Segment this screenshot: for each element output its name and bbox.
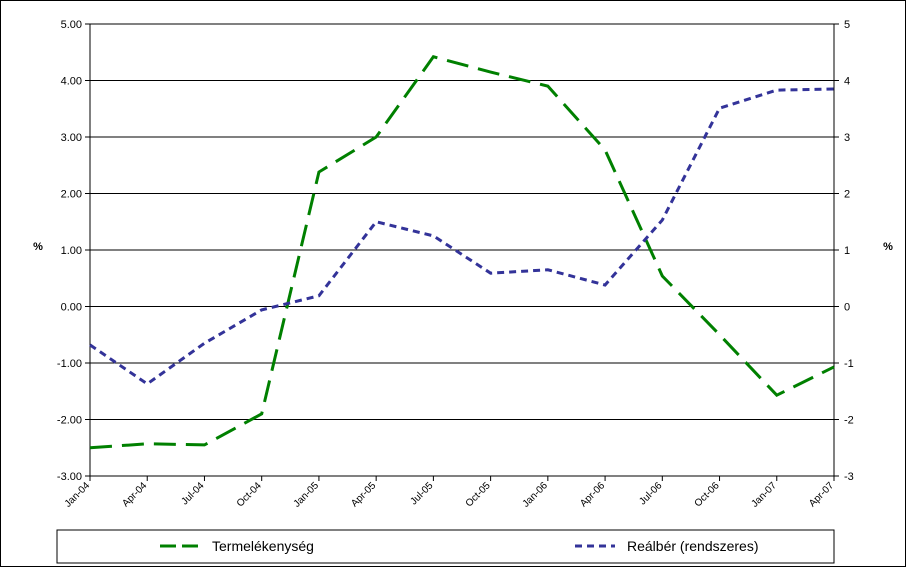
legend-label: Termelékenység bbox=[212, 538, 314, 554]
series-line bbox=[89, 87, 835, 386]
y-tick-label: 1.00 bbox=[61, 245, 82, 257]
y2-tick-label: 0 bbox=[844, 302, 850, 314]
y2-tick-label: 2 bbox=[844, 189, 850, 201]
y2-axis-label: % bbox=[883, 241, 893, 253]
y2-tick-label: -2 bbox=[844, 415, 854, 427]
y2-tick-label: 3 bbox=[844, 132, 850, 144]
y-tick-label: -2.00 bbox=[57, 415, 82, 427]
y-tick-label: 4.00 bbox=[61, 76, 82, 88]
y-tick-label: -3.00 bbox=[57, 471, 82, 483]
y-tick-label: 5.00 bbox=[61, 19, 82, 31]
y2-tick-label: 5 bbox=[844, 19, 850, 31]
y-tick-label: 2.00 bbox=[61, 189, 82, 201]
y2-tick-label: 1 bbox=[844, 245, 850, 257]
series-line bbox=[89, 55, 835, 450]
y-tick-label: 3.00 bbox=[61, 132, 82, 144]
y2-tick-label: 4 bbox=[844, 76, 850, 88]
y2-tick-label: -3 bbox=[844, 471, 854, 483]
y-tick-label: 0.00 bbox=[61, 302, 82, 314]
y-axis-label: % bbox=[33, 241, 43, 253]
y2-tick-label: -1 bbox=[844, 358, 854, 370]
y-tick-label: -1.00 bbox=[57, 358, 82, 370]
legend-label: Reálbér (rendszeres) bbox=[627, 538, 759, 554]
